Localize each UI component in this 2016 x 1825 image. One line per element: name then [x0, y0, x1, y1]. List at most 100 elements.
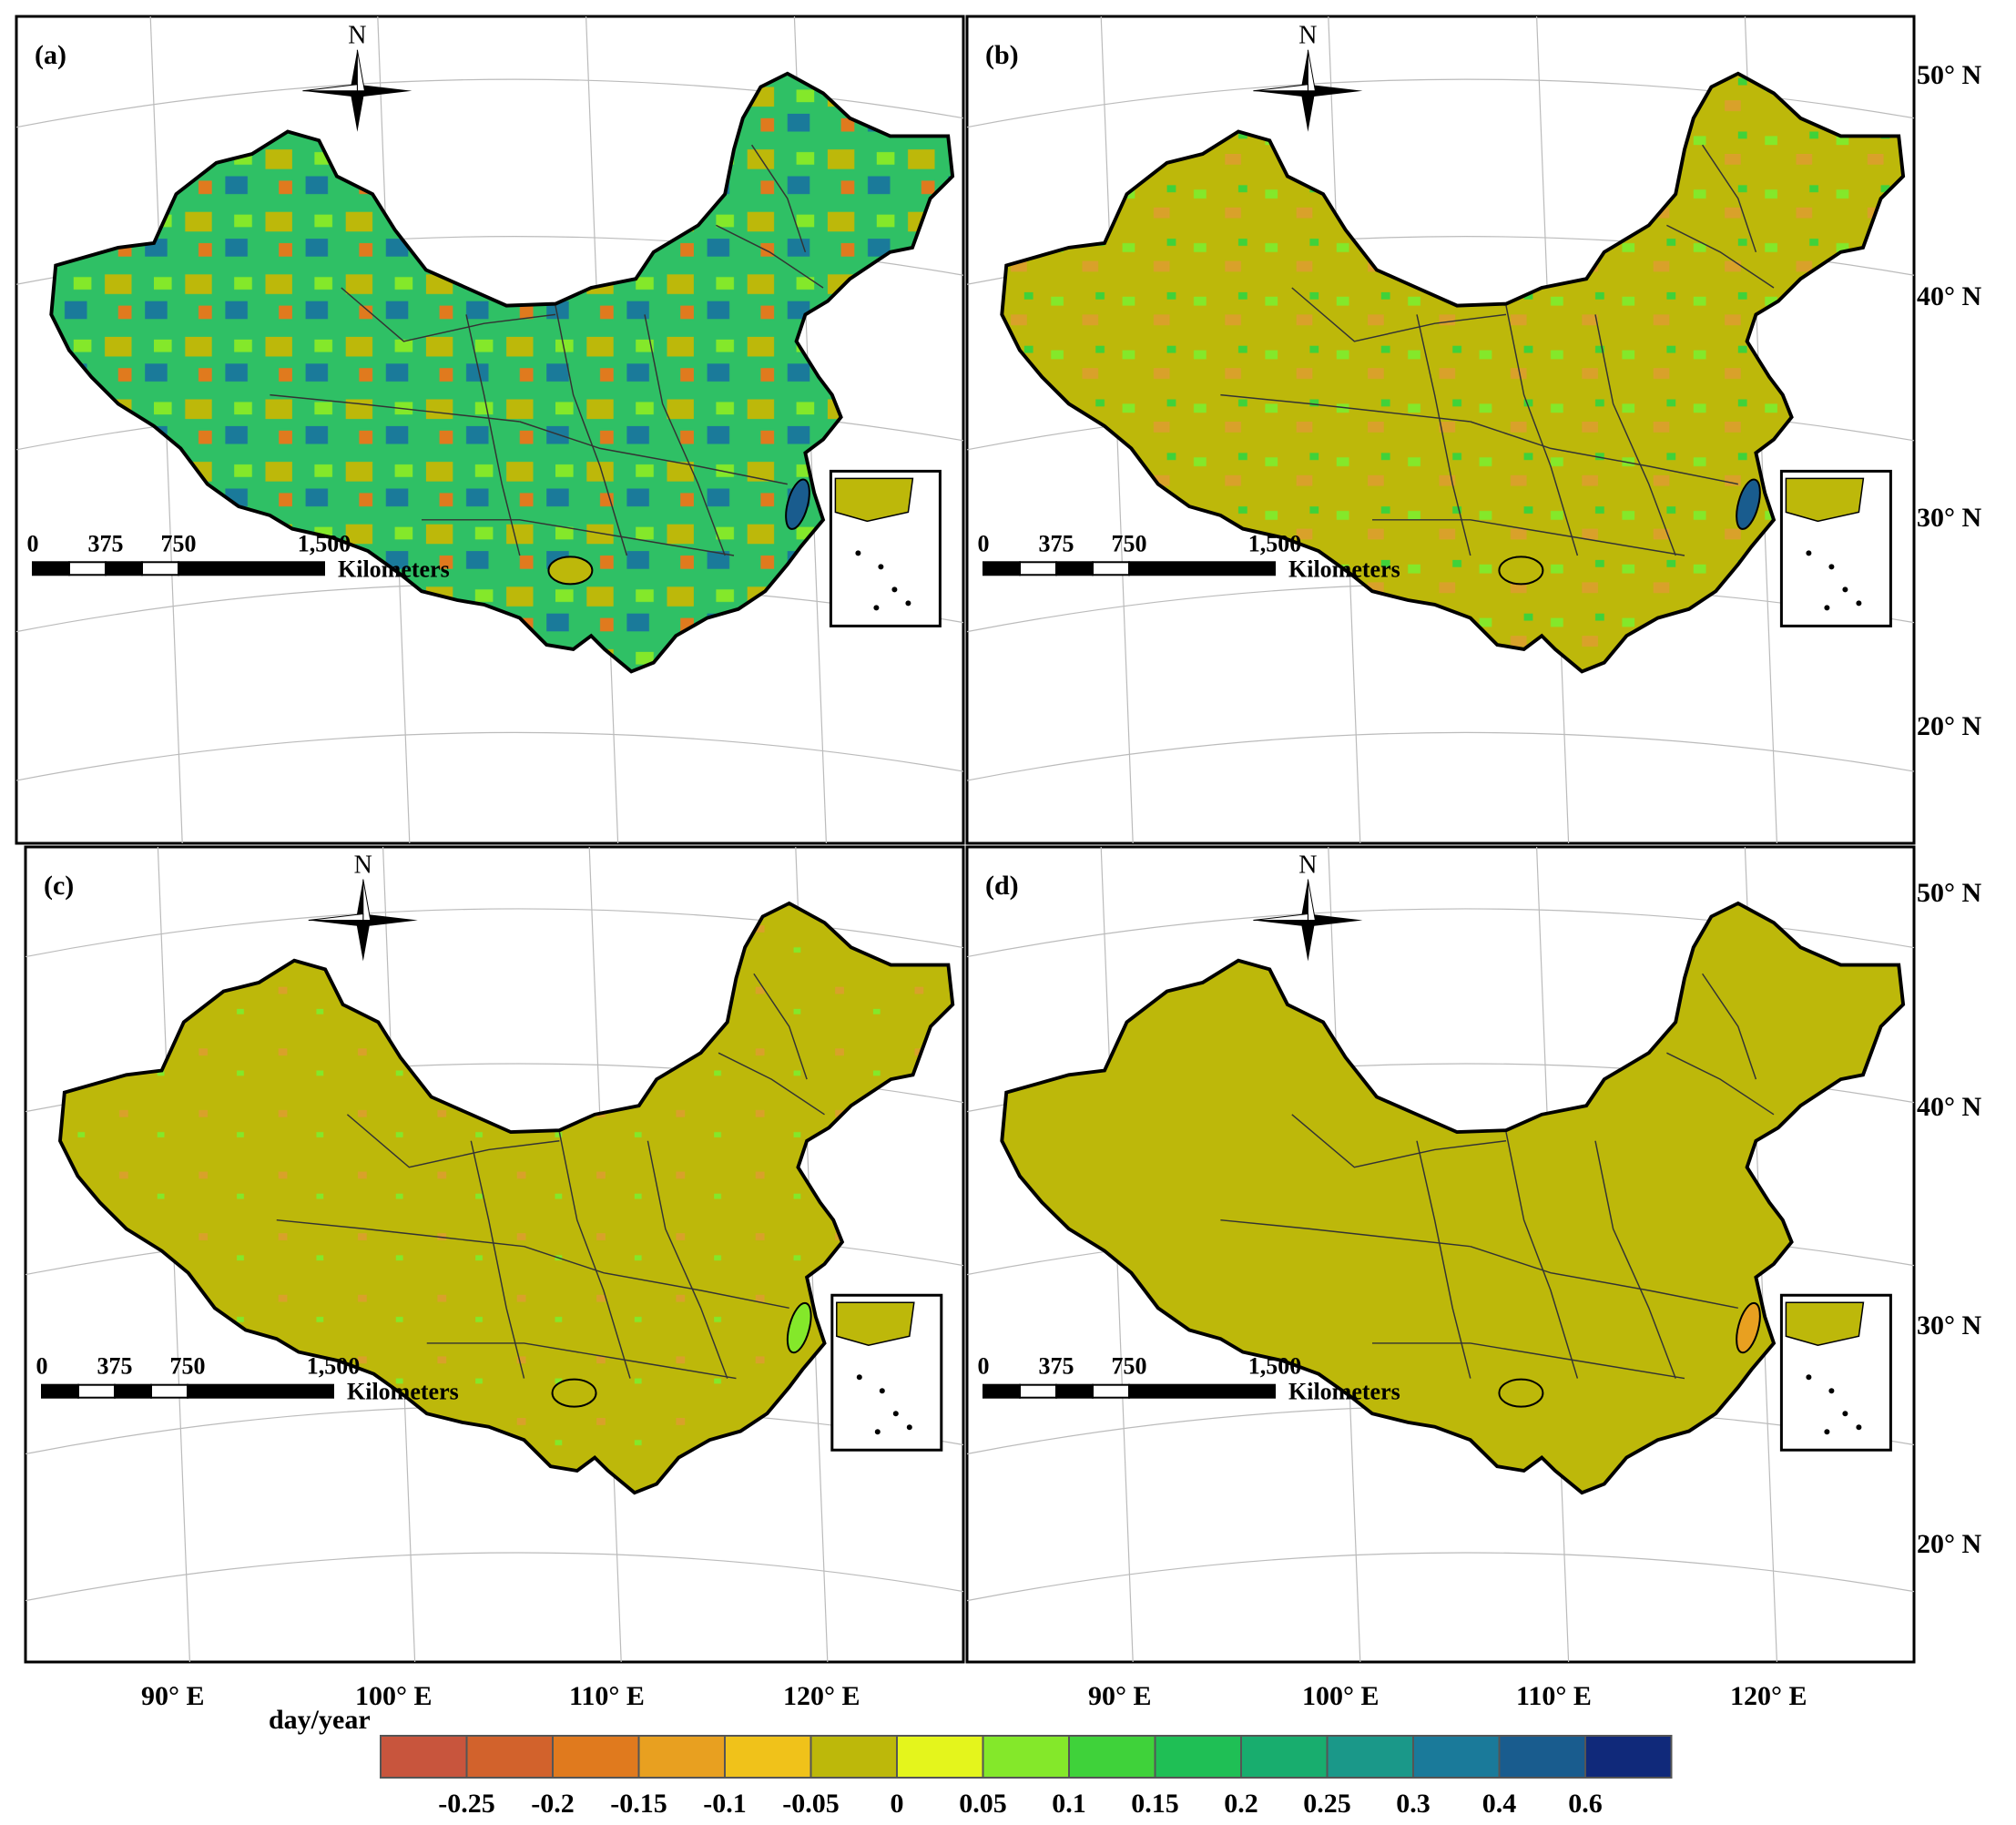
taiwan-island: [1736, 478, 1761, 530]
scale-tick-label: 0: [978, 1353, 990, 1380]
legend-label: 0.3: [1396, 1789, 1431, 1819]
scale-tick-label: 750: [1112, 1353, 1147, 1380]
legend-swatch: [724, 1735, 812, 1779]
legend-swatch: [1240, 1735, 1329, 1779]
longitude-label: 100° E: [355, 1681, 433, 1711]
scale-tick-label: 1,500: [1248, 530, 1302, 556]
longitude-label: 110° E: [569, 1681, 645, 1711]
hainan-island: [547, 556, 594, 586]
legend-swatch: [896, 1735, 984, 1779]
legend-swatch: [1412, 1735, 1501, 1779]
legend-swatch: [465, 1735, 554, 1779]
legend-swatch: [1498, 1735, 1586, 1779]
legend-label: 0.6: [1568, 1789, 1603, 1819]
legend-swatch: [982, 1735, 1070, 1779]
legend-label: 0.05: [959, 1789, 1007, 1819]
hainan-island: [1498, 1378, 1544, 1408]
north-arrow-icon: N: [1253, 22, 1363, 132]
scale-tick-label: 375: [88, 530, 124, 556]
taiwan-island: [1736, 1301, 1761, 1354]
legend-label: -0.05: [782, 1789, 840, 1819]
scale-tick-label: 1,500: [307, 1353, 361, 1380]
longitude-label: 90° E: [141, 1681, 205, 1711]
south-china-sea-inset: [1779, 469, 1892, 627]
scale-tick-label: 375: [97, 1353, 133, 1380]
scale-tick-label: 0: [27, 530, 39, 556]
scale-tick-label: 750: [170, 1353, 206, 1380]
scale-tick-label: 375: [1039, 1353, 1074, 1380]
legend-swatch: [1154, 1735, 1242, 1779]
scale-tick-label: 0: [978, 530, 990, 556]
latitude-label: 40° N: [1917, 281, 1981, 311]
latitude-label: 40° N: [1917, 1092, 1981, 1122]
south-china-sea-inset: [1779, 1293, 1892, 1452]
latitude-label: 20° N: [1917, 1529, 1981, 1559]
scale-tick-label: 750: [161, 530, 197, 556]
legend-title: day/year: [269, 1705, 371, 1735]
panel-label: (b): [985, 40, 1019, 70]
scale-tick-label: 1,500: [298, 530, 351, 556]
legend-swatch: [1326, 1735, 1414, 1779]
scale-tick-label: 1,500: [1248, 1353, 1302, 1380]
province-borders: [1220, 973, 1775, 1380]
legend-label: 0.4: [1482, 1789, 1517, 1819]
legend-label: -0.15: [610, 1789, 667, 1819]
legend-label: -0.25: [438, 1789, 495, 1819]
taiwan-island: [786, 1301, 812, 1354]
province-borders: [1220, 144, 1775, 556]
latitude-label: 50° N: [1917, 878, 1981, 908]
latitude-label: 20° N: [1917, 711, 1981, 741]
south-china-sea-inset: [830, 1293, 943, 1452]
scale-tick-label: 0: [36, 1353, 48, 1380]
north-label: N: [354, 851, 372, 880]
longitude-label: 120° E: [783, 1681, 860, 1711]
taiwan-island: [785, 478, 810, 530]
legend-label: -0.1: [703, 1789, 747, 1819]
legend-swatch: [1584, 1735, 1673, 1779]
north-label: N: [1298, 851, 1317, 880]
panel-label: (d): [985, 871, 1019, 901]
latitude-label: 30° N: [1917, 503, 1981, 533]
longitude-label: 110° E: [1516, 1681, 1592, 1711]
scale-unit-label: Kilometers: [338, 556, 450, 582]
legend-swatch: [380, 1735, 468, 1779]
province-borders: [276, 973, 825, 1380]
legend-swatch: [637, 1735, 726, 1779]
south-china-sea-inset: [829, 469, 942, 627]
legend-swatch: [809, 1735, 898, 1779]
legend-label: -0.2: [531, 1789, 575, 1819]
north-label: N: [1298, 22, 1317, 50]
legend-label: 0.15: [1131, 1789, 1179, 1819]
hainan-island: [1498, 556, 1544, 586]
hainan-island: [551, 1378, 597, 1408]
longitude-label: 120° E: [1730, 1681, 1807, 1711]
legend-label: 0: [891, 1789, 904, 1819]
north-label: N: [348, 22, 366, 50]
legend-label: 0.2: [1224, 1789, 1258, 1819]
legend-swatch: [552, 1735, 640, 1779]
scale-unit-label: Kilometers: [1288, 1379, 1400, 1405]
panel-label: (c): [44, 871, 74, 901]
scale-unit-label: Kilometers: [347, 1379, 459, 1405]
longitude-label: 100° E: [1302, 1681, 1380, 1711]
latitude-label: 50° N: [1917, 60, 1981, 90]
scale-unit-label: Kilometers: [1288, 556, 1400, 582]
province-borders: [270, 144, 824, 556]
latitude-label: 30° N: [1917, 1310, 1981, 1341]
panel-label: (a): [35, 40, 66, 70]
legend-label: 0.1: [1052, 1789, 1086, 1819]
north-arrow-icon: N: [1253, 851, 1363, 962]
color-legend: day/year -0.25 -0.2 -0.15 -0.1 -0.05 0 0.05 0.1 0…: [269, 1705, 1673, 1819]
legend-swatch: [1068, 1735, 1156, 1779]
scale-tick-label: 750: [1112, 530, 1147, 556]
north-arrow-icon: N: [302, 22, 412, 132]
